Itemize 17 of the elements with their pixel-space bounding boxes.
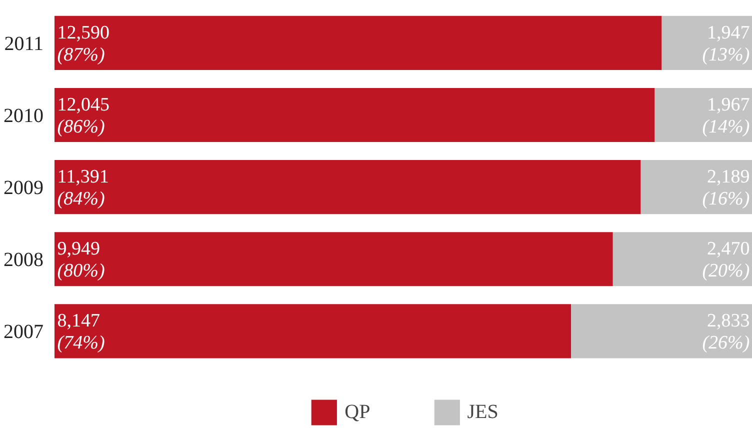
y-tick-label: 2010	[4, 105, 44, 127]
data-label: 2,833 (26%)	[702, 310, 750, 354]
y-tick-label: 2008	[4, 249, 44, 272]
legend-label: QP	[344, 400, 370, 424]
y-tick-label: 2009	[4, 177, 44, 200]
data-label: 2,470 (20%)	[702, 238, 750, 282]
data-label: 1,967 (14%)	[702, 94, 750, 138]
data-label: 2,189 (16%)	[702, 166, 750, 210]
data-label: 8,147 (74%)	[57, 310, 105, 354]
y-tick-label: 2011	[4, 32, 44, 55]
data-label: 1,947 (13%)	[702, 22, 750, 66]
data-label: 12,590 (87%)	[57, 22, 110, 66]
data-label: 12,045 (86%)	[57, 94, 110, 138]
legend-label: JES	[467, 400, 498, 424]
data-label: 9,949 (80%)	[57, 238, 105, 282]
data-label: 11,391 (84%)	[57, 166, 109, 210]
y-tick-label: 2007	[4, 321, 44, 344]
